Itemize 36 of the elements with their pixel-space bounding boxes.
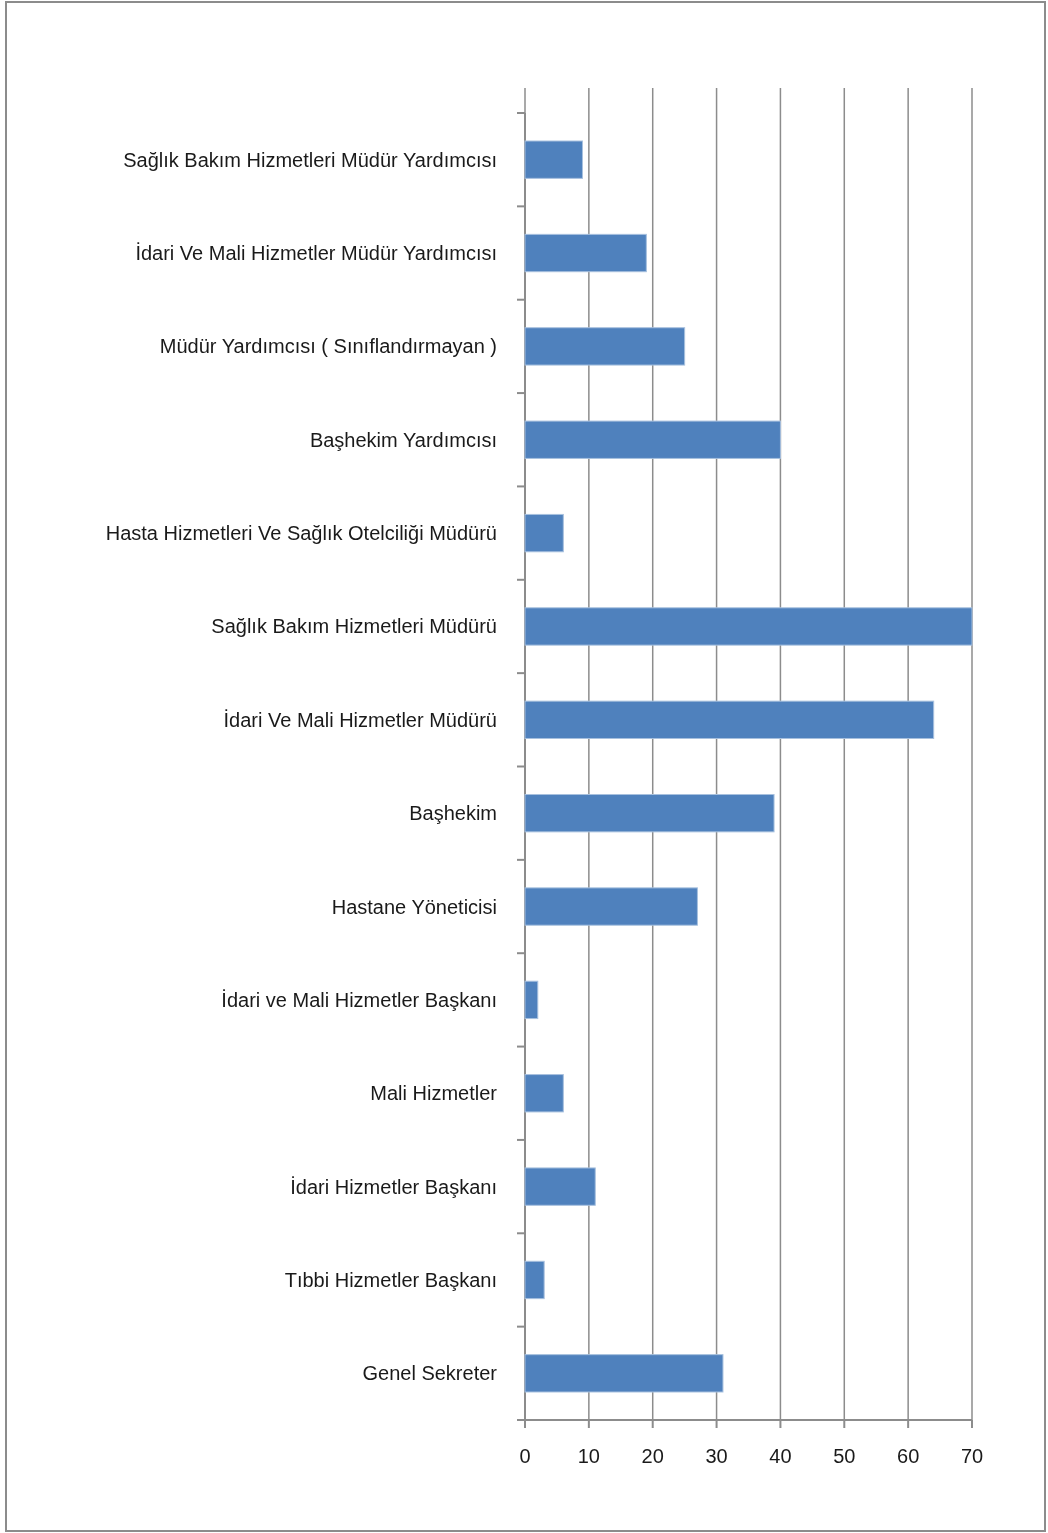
y-tick-label: Mali Hizmetler (370, 1082, 498, 1105)
bar (524, 1260, 545, 1300)
x-tick-label: 50 (833, 1445, 856, 1467)
y-tick-label: Sağlık Bakım Hizmetleri Müdür Yardımcısı (123, 148, 497, 171)
y-tick-label: Sağlık Bakım Hizmetleri Müdürü (211, 615, 497, 638)
y-tick-label: Tıbbi Hizmetler Başkanı (284, 1268, 497, 1291)
y-tick-label: Hasta Hizmetleri Ve Sağlık Otelciliği Müdürü (105, 522, 497, 545)
y-tick-label: Hastane Yöneticisi (331, 895, 497, 918)
bar (524, 794, 775, 833)
x-tick-label: 10 (577, 1445, 600, 1467)
bar (524, 327, 686, 366)
bar (524, 980, 539, 1020)
bar (524, 700, 935, 739)
x-tick-label: 20 (641, 1445, 664, 1467)
bar (524, 140, 583, 179)
y-tick-label: Genel Sekreter (362, 1362, 498, 1385)
y-tick-label: İdari ve Mali Hizmetler Başkanı (221, 988, 497, 1011)
y-tick-label: İdari Hizmetler Başkanı (290, 1175, 497, 1198)
y-tick-label: Başhekim (409, 802, 497, 825)
x-tick-label: 0 (519, 1445, 531, 1467)
bar (524, 887, 698, 926)
y-tick-label: İdari Ve Mali Hizmetler Müdür Yardımcısı (135, 242, 497, 265)
bar (524, 1354, 724, 1393)
x-tick-label: 70 (960, 1445, 984, 1467)
bar (524, 1074, 564, 1113)
bar (524, 1167, 596, 1206)
x-tick-label: 60 (897, 1445, 920, 1467)
bar (524, 233, 647, 273)
bar (524, 420, 781, 459)
y-tick-label: Başhekim Yardımcısı (309, 428, 497, 451)
bar (524, 607, 973, 646)
y-tick-label: Müdür Yardımcısı ( Sınıflandırmayan ) (159, 335, 497, 358)
x-tick-label: 40 (769, 1445, 792, 1467)
y-tick-label: İdari Ve Mali Hizmetler Müdürü (223, 708, 497, 731)
bar (524, 513, 564, 553)
x-tick-label: 30 (705, 1445, 728, 1467)
